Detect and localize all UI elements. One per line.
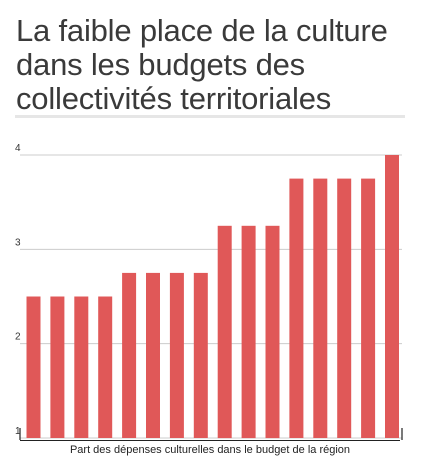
bar-15 (361, 178, 376, 438)
y-tick-label: 2 (15, 332, 21, 343)
bar-12 (289, 178, 304, 438)
bar-16 (385, 155, 399, 438)
x-axis-label: Part des dépenses culturelles dans le bu… (20, 440, 400, 458)
bars (26, 155, 399, 439)
bar-14 (337, 178, 352, 438)
bar-10 (241, 225, 256, 439)
bar-3 (74, 296, 89, 438)
bar-2 (50, 296, 65, 438)
bar-13 (313, 178, 328, 438)
y-tick-label: 3 (15, 237, 21, 248)
bar-6 (146, 272, 160, 438)
bar-11 (265, 225, 280, 439)
y-tick-label: 4 (15, 143, 21, 154)
y-tick-label: 1 (15, 426, 21, 437)
title-divider (15, 115, 405, 118)
bar-chart: 1 2 3 4 (15, 143, 403, 440)
bar-5 (122, 272, 137, 438)
bar-8 (193, 272, 208, 438)
chart-title: La faible place de la culture dans les b… (16, 13, 388, 116)
bar-9 (217, 225, 232, 439)
bar-1 (26, 296, 41, 438)
bar-4 (98, 296, 113, 438)
bar-7 (169, 272, 184, 438)
y-tick-labels: 1 2 3 4 (15, 143, 21, 437)
